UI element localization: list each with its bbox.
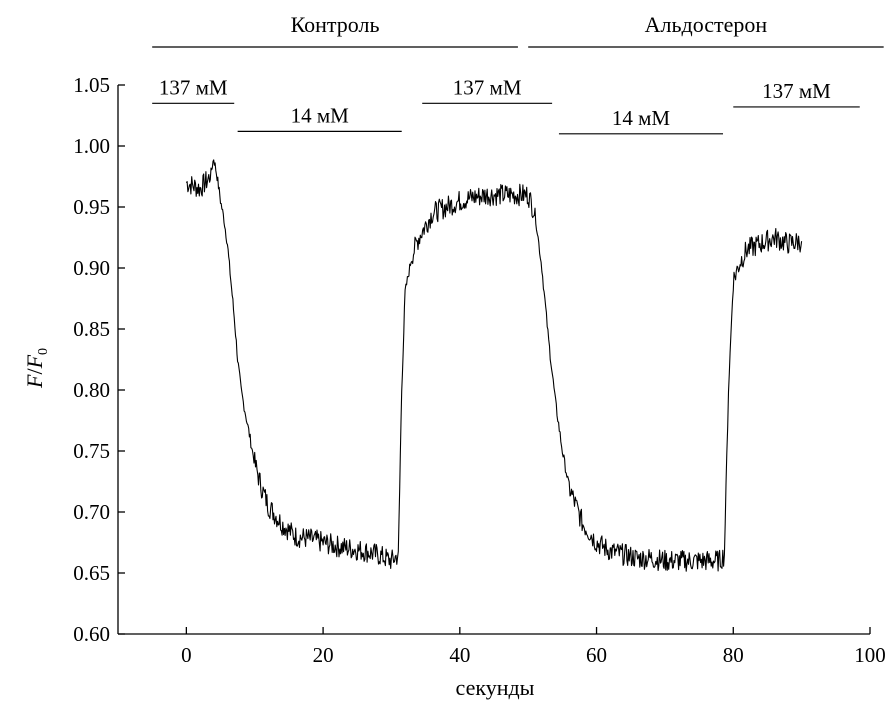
- y-tick-label: 0.95: [73, 195, 110, 219]
- y-tick-label: 0.70: [73, 500, 110, 524]
- condition-label: Альдостерон: [645, 12, 768, 37]
- y-axis-label: F/F0: [22, 348, 51, 389]
- x-tick-label: 60: [586, 643, 607, 667]
- solution-label: 14 мМ: [612, 106, 671, 130]
- axes: 0.60 0.65 0.70 0.75 0.80 0.85 0.90 0.95 1.00 1.05…: [73, 73, 886, 667]
- x-tick-label: 100: [854, 643, 886, 667]
- solution-label: 137 мМ: [159, 75, 228, 99]
- y-axis-label-subscript: 0: [36, 348, 51, 355]
- solution-label: 137 мМ: [762, 79, 831, 103]
- y-tick-label: 1.05: [73, 73, 110, 97]
- y-tick-label: 0.90: [73, 256, 110, 280]
- axis-labels: секунды F/F0: [22, 348, 535, 700]
- y-tick-label: 0.80: [73, 378, 110, 402]
- y-axis-label-main-2: F: [22, 354, 47, 369]
- x-tick-label: 0: [181, 643, 192, 667]
- y-tick-label: 0.65: [73, 561, 110, 585]
- trace-series: [185, 159, 803, 572]
- solution-bars: Контроль Альдостерон 137 мМ 14 мМ 137 мМ 14 м…: [152, 12, 884, 135]
- x-tick-label: 20: [313, 643, 334, 667]
- condition-label: Контроль: [291, 12, 380, 37]
- solution-label: 14 мМ: [291, 103, 350, 127]
- x-tick-label: 40: [449, 643, 470, 667]
- solution-label: 137 мМ: [453, 75, 522, 99]
- y-tick-label: 1.00: [73, 134, 110, 158]
- y-tick-label: 0.75: [73, 439, 110, 463]
- x-tick-label: 80: [723, 643, 744, 667]
- y-axis-label-main: F: [22, 374, 47, 389]
- y-tick-label: 0.60: [73, 622, 110, 646]
- trace-line: [185, 159, 803, 572]
- y-tick-label: 0.85: [73, 317, 110, 341]
- x-axis-label: секунды: [456, 675, 535, 700]
